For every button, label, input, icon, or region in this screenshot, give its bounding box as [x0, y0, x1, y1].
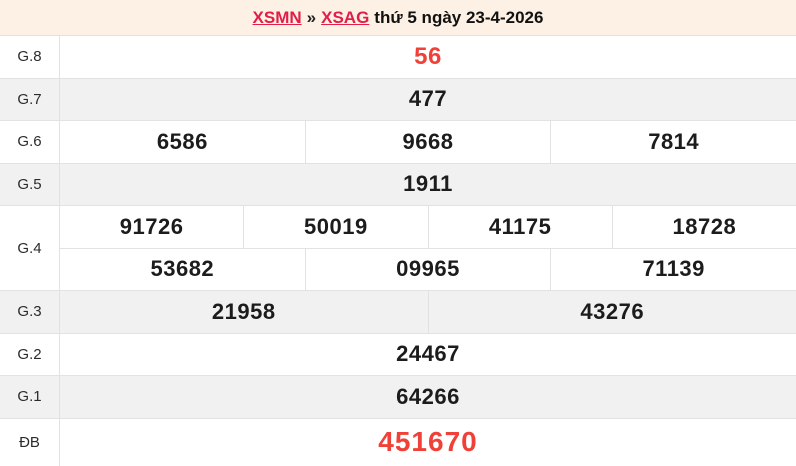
xsag-link[interactable]: XSAG — [321, 8, 369, 28]
prize-number: 18728 — [612, 206, 796, 248]
prize-label: G.1 — [0, 376, 60, 418]
jackpot-number: 451670 — [60, 419, 796, 466]
prize-number: 71139 — [550, 249, 796, 291]
prize-label: G.4 — [0, 206, 60, 290]
prize-number: 43276 — [428, 291, 796, 333]
prize-number: 21958 — [60, 291, 428, 333]
prize-number: 24467 — [60, 334, 796, 376]
prize-row-g8: G.8 56 — [0, 36, 796, 79]
xsmn-link[interactable]: XSMN — [253, 8, 302, 28]
prize-number: 91726 — [60, 206, 243, 248]
prize-label: G.2 — [0, 334, 60, 376]
prize-number: 1911 — [60, 164, 796, 206]
breadcrumb-separator: » — [307, 8, 316, 28]
header-bar: XSMN » XSAG thứ 5 ngày 23-4-2026 — [0, 0, 796, 35]
prize-number: 41175 — [428, 206, 612, 248]
prize-number: 7814 — [550, 121, 796, 163]
prize-label: G.5 — [0, 164, 60, 206]
prize-number: 9668 — [305, 121, 551, 163]
prize-number: 64266 — [60, 376, 796, 418]
prize-number: 53682 — [60, 249, 305, 291]
prize-row-g7: G.7 477 — [0, 79, 796, 122]
prize-label: G.6 — [0, 121, 60, 163]
prize-label: ĐB — [0, 419, 60, 466]
prize-row-g1: G.1 64266 — [0, 376, 796, 419]
prize-row-g3: G.3 21958 43276 — [0, 291, 796, 334]
prize-number: 56 — [60, 36, 796, 78]
title-suffix: thứ 5 ngày 23-4-2026 — [374, 8, 543, 28]
prize-label: G.7 — [0, 79, 60, 121]
prize-row-g2: G.2 24467 — [0, 334, 796, 377]
prize-row-g6: G.6 6586 9668 7814 — [0, 121, 796, 164]
results-table: G.8 56 G.7 477 G.6 6586 9668 7814 G.5 19… — [0, 35, 796, 466]
prize-number: 09965 — [305, 249, 551, 291]
prize-number: 50019 — [243, 206, 427, 248]
prize-row-db: ĐB 451670 — [0, 419, 796, 466]
prize-label: G.3 — [0, 291, 60, 333]
prize-label: G.8 — [0, 36, 60, 78]
prize-number: 6586 — [60, 121, 305, 163]
prize-row-g5: G.5 1911 — [0, 164, 796, 207]
prize-number: 477 — [60, 79, 796, 121]
prize-row-g4: G.4 91726 50019 41175 18728 53682 09965 … — [0, 206, 796, 291]
